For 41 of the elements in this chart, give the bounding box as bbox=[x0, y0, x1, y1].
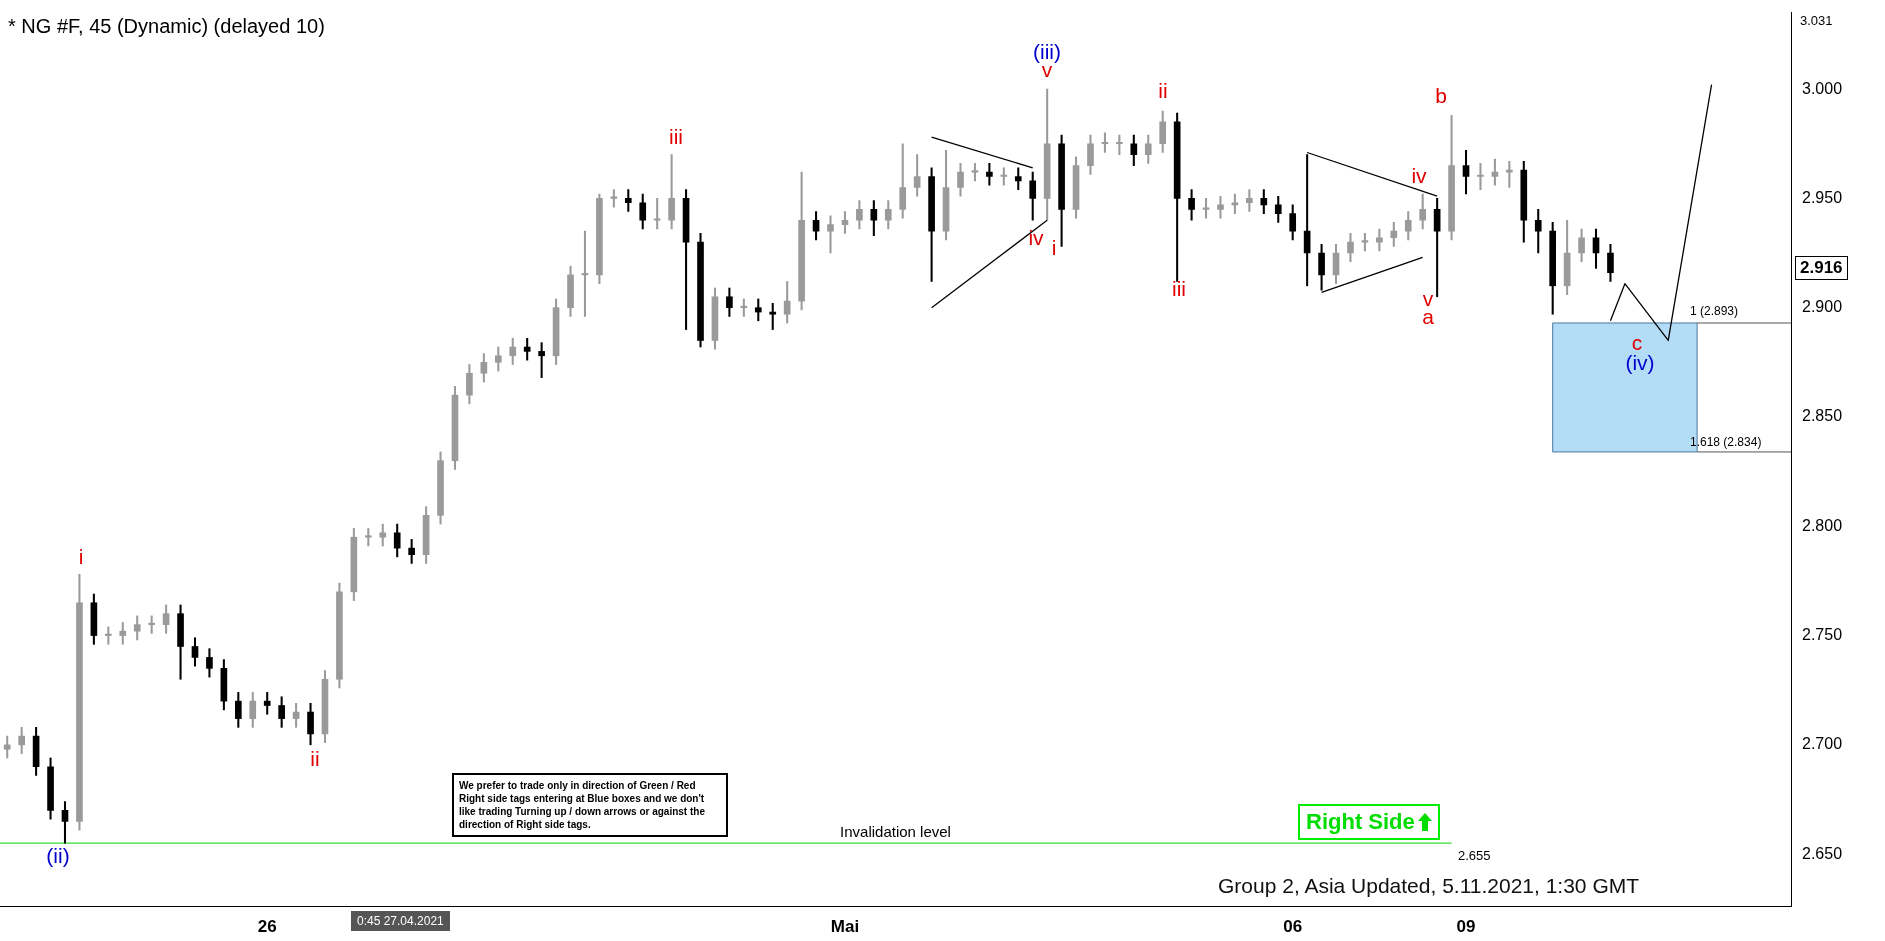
chart-title: * NG #F, 45 (Dynamic) (delayed 10) bbox=[8, 14, 325, 37]
candlestick bbox=[105, 626, 112, 645]
annotation: i bbox=[1051, 236, 1057, 259]
annotation: (iv) bbox=[1625, 351, 1655, 374]
y-tick-label: 2.850 bbox=[1802, 407, 1843, 425]
x-tick-label: 09 bbox=[1456, 917, 1476, 937]
x-tick-label: 06 bbox=[1283, 917, 1303, 937]
candlestick bbox=[1347, 233, 1354, 263]
ref-line-label: Invalidation level bbox=[840, 823, 951, 841]
text: 3.031 bbox=[1800, 12, 1833, 28]
annotation: iii bbox=[1172, 277, 1186, 300]
annotation: iv bbox=[1411, 164, 1427, 187]
x-tick-label: 26 bbox=[257, 917, 277, 937]
y-tick-label: 2.900 bbox=[1802, 298, 1843, 316]
annotation: Right Side bbox=[1306, 809, 1415, 835]
annotation: 1.618 (2.834) bbox=[1690, 435, 1762, 449]
annotation: We prefer to trade only in direction of Green / Red Right side tags entering at Blue boxes and we don't like trading Turning up / down arrows or against the direction of Right side tags. bbox=[459, 780, 705, 830]
annotation: i bbox=[78, 545, 84, 568]
annotation: 1 (2.893) bbox=[1690, 304, 1739, 318]
y-tick-label: 2.800 bbox=[1802, 516, 1843, 534]
annotation: ii bbox=[1158, 79, 1168, 102]
annotation: iv bbox=[1028, 226, 1044, 249]
candlestick bbox=[1477, 163, 1484, 190]
candlestick bbox=[827, 215, 834, 254]
y-tick-label: 2.950 bbox=[1802, 188, 1843, 206]
candlestick bbox=[1217, 195, 1224, 219]
annotation: 2.655 bbox=[1458, 847, 1491, 863]
x-tick-label: Mai bbox=[830, 917, 860, 937]
annotation: ii bbox=[310, 747, 320, 770]
annotation: Group 2, Asia Updated, 5.11.2021, 1:30 GMT bbox=[1218, 874, 1640, 897]
annotation: iii bbox=[669, 125, 683, 148]
annotation: c bbox=[1631, 331, 1643, 354]
text: 2.916 bbox=[1800, 258, 1843, 277]
y-tick-label: 2.700 bbox=[1802, 735, 1843, 753]
y-tick-label: 2.750 bbox=[1802, 625, 1843, 643]
annotation: (ii) bbox=[46, 844, 70, 867]
text: 0:45 27.04.2021 bbox=[357, 914, 444, 928]
y-tick-label: 3.000 bbox=[1802, 79, 1843, 97]
annotation: b bbox=[1435, 84, 1447, 107]
candlestick bbox=[1000, 167, 1008, 186]
y-tick-label: 2.650 bbox=[1802, 844, 1843, 862]
